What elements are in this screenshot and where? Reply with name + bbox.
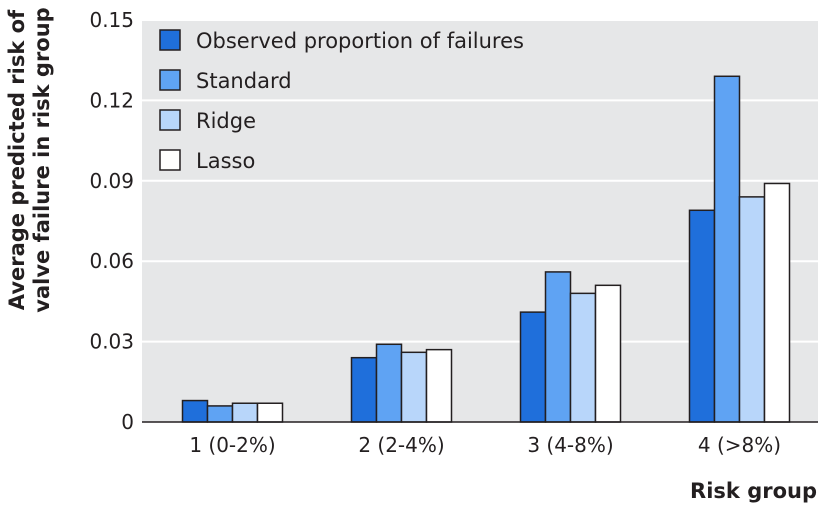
legend-label-1: Observed proportion of failures	[196, 29, 524, 53]
y-tick-label: 0	[121, 410, 134, 434]
y-tick-label: 0.06	[89, 249, 134, 273]
x-tick-label: 3 (4-8%)	[527, 433, 613, 457]
x-axis-ticks: 1 (0-2%) 2 (2-4%) 3 (4-8%) 4 (>8%)	[189, 433, 781, 457]
y-tick-label: 0.03	[89, 330, 134, 354]
bar-1-series-4	[256, 402, 284, 423]
bar-3-series-1	[519, 311, 547, 423]
bar-3-series-3	[569, 292, 597, 423]
y-tick-label: 0.09	[89, 169, 134, 193]
bar-4-series-1	[688, 209, 716, 423]
x-axis-title: Risk group	[690, 479, 817, 503]
y-axis-ticks: 0 0.03 0.06 0.09 0.12 0.15	[89, 8, 134, 434]
x-tick-label: 2 (2-4%)	[358, 433, 444, 457]
bar-4-series-3	[738, 196, 766, 423]
bar-4-series-4	[763, 182, 791, 423]
bar-2-series-2	[375, 343, 403, 423]
legend-swatch-3	[159, 109, 181, 131]
bar-1-series-3	[231, 402, 259, 423]
bar-1-series-2	[206, 405, 234, 423]
bar-2-series-1	[350, 356, 378, 423]
legend-swatch-4	[159, 149, 181, 171]
legend-swatch-2	[159, 69, 181, 91]
bar-2-series-3	[400, 351, 428, 423]
bars	[181, 75, 791, 423]
y-axis-title-line-2: valve failure in risk group	[30, 7, 54, 312]
bar-4-series-2	[713, 75, 741, 423]
legend-label-4: Lasso	[196, 149, 255, 173]
x-tick-label: 4 (>8%)	[698, 433, 781, 457]
x-tick-label: 1 (0-2%)	[189, 433, 275, 457]
y-tick-label: 0.12	[89, 88, 134, 112]
bar-3-series-2	[544, 271, 572, 423]
legend: Observed proportion of failures Standard R…	[159, 29, 524, 173]
legend-swatch-1	[159, 29, 181, 51]
bar-3-series-4	[594, 284, 622, 423]
legend-label-2: Standard	[196, 69, 292, 93]
bar-2-series-4	[425, 348, 453, 423]
legend-label-3: Ridge	[196, 109, 256, 133]
bar-1-series-1	[181, 399, 209, 423]
y-axis-title-line-1: Average predicted risk of	[5, 9, 29, 310]
y-tick-label: 0.15	[89, 8, 134, 32]
